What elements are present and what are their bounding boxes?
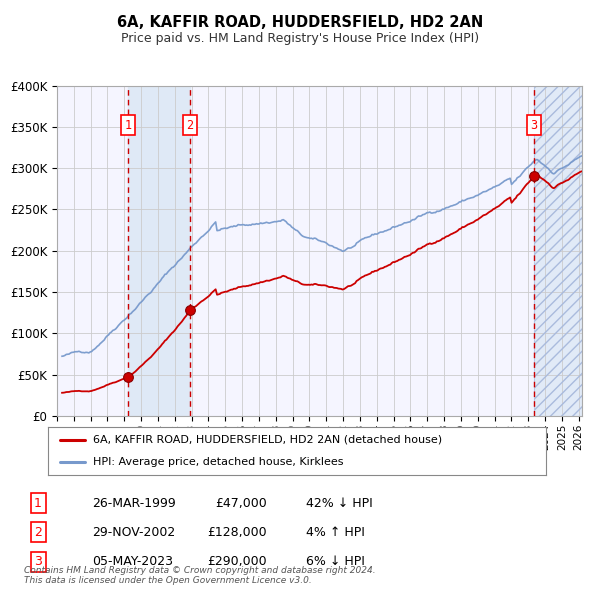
Text: 42% ↓ HPI: 42% ↓ HPI xyxy=(306,497,373,510)
Bar xyxy=(534,86,582,416)
Text: 6% ↓ HPI: 6% ↓ HPI xyxy=(306,555,365,568)
Text: 3: 3 xyxy=(34,555,42,568)
Text: 05-MAY-2023: 05-MAY-2023 xyxy=(92,555,173,568)
Text: 26-MAR-1999: 26-MAR-1999 xyxy=(92,497,175,510)
Text: £290,000: £290,000 xyxy=(207,555,266,568)
Text: 6A, KAFFIR ROAD, HUDDERSFIELD, HD2 2AN: 6A, KAFFIR ROAD, HUDDERSFIELD, HD2 2AN xyxy=(117,15,483,30)
Text: £47,000: £47,000 xyxy=(215,497,266,510)
Text: £128,000: £128,000 xyxy=(207,526,266,539)
Bar xyxy=(534,86,582,416)
Text: 1: 1 xyxy=(125,119,132,132)
Text: 3: 3 xyxy=(530,119,538,132)
Text: 4% ↑ HPI: 4% ↑ HPI xyxy=(306,526,365,539)
Text: Price paid vs. HM Land Registry's House Price Index (HPI): Price paid vs. HM Land Registry's House … xyxy=(121,32,479,45)
Text: 29-NOV-2002: 29-NOV-2002 xyxy=(92,526,175,539)
Bar xyxy=(128,86,190,416)
Text: 1: 1 xyxy=(34,497,42,510)
Text: HPI: Average price, detached house, Kirklees: HPI: Average price, detached house, Kirk… xyxy=(93,457,343,467)
Text: 2: 2 xyxy=(34,526,42,539)
Text: 2: 2 xyxy=(187,119,194,132)
Text: Contains HM Land Registry data © Crown copyright and database right 2024.
This d: Contains HM Land Registry data © Crown c… xyxy=(24,566,376,585)
Text: 6A, KAFFIR ROAD, HUDDERSFIELD, HD2 2AN (detached house): 6A, KAFFIR ROAD, HUDDERSFIELD, HD2 2AN (… xyxy=(93,435,442,445)
